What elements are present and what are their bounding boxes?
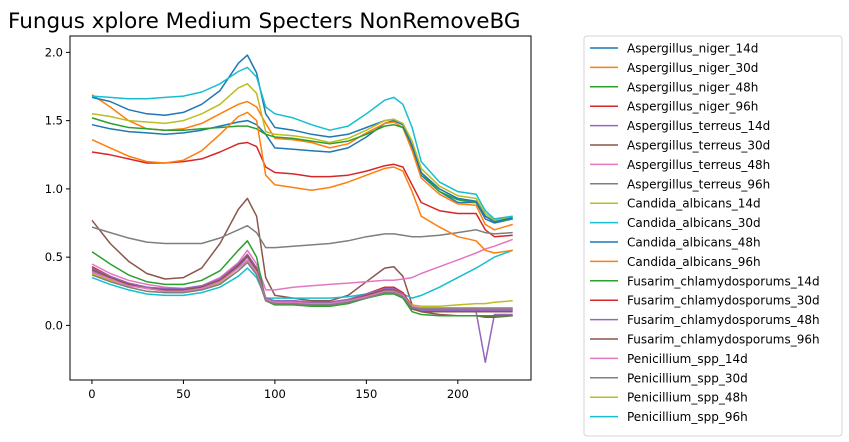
- series-line-3: [91, 141, 513, 238]
- series-line-10: [91, 54, 513, 223]
- series-line-0: [91, 119, 513, 224]
- series-line-2: [91, 117, 513, 223]
- legend-label-6: Aspergillus_terreus_48h: [627, 158, 770, 172]
- legend-label-12: Fusarim_chlamydosporums_14d: [627, 274, 820, 288]
- y-tick-label-0: 0.0: [45, 318, 63, 332]
- x-tick-label-1: 50: [176, 387, 191, 401]
- y-tick-label-2: 1.0: [45, 182, 63, 196]
- series-line-5: [91, 197, 513, 318]
- legend-label-9: Candida_albicans_30d: [627, 216, 761, 230]
- legend: Aspergillus_niger_14d Aspergillus_niger_3…: [583, 35, 843, 437]
- x-tick-label-0: 0: [88, 387, 95, 401]
- series-line-12: [91, 240, 513, 317]
- legend-frame: [583, 35, 843, 437]
- series-line-9: [91, 249, 513, 299]
- legend-label-4: Aspergillus_terreus_14d: [627, 119, 770, 133]
- x-tick-label-2: 100: [264, 387, 286, 401]
- legend-label-15: Fusarim_chlamydosporums_96h: [627, 333, 820, 347]
- legend-label-2: Aspergillus_niger_48h: [627, 80, 758, 94]
- series-line-18: [91, 83, 513, 222]
- legend-label-14: Fusarim_chlamydosporums_48h: [627, 313, 820, 327]
- legend-label-5: Aspergillus_terreus_30d: [627, 139, 770, 153]
- series-line-16: [91, 259, 513, 309]
- series-line-11: [91, 111, 513, 254]
- legend-label-17: Penicillium_spp_30d: [627, 371, 748, 385]
- series-line-1: [91, 94, 513, 231]
- legend-label-1: Aspergillus_niger_30d: [627, 61, 758, 75]
- y-axis-ticks: 0.0 0.5 1.0 1.5 2.0: [45, 45, 70, 332]
- x-tick-label-3: 150: [355, 387, 377, 401]
- legend-label-7: Aspergillus_terreus_96h: [627, 177, 770, 191]
- legend-label-3: Aspergillus_niger_96h: [627, 100, 758, 114]
- x-axis-ticks: 0 50 100 150 200: [88, 380, 469, 401]
- legend-label-13: Fusarim_chlamydosporums_30d: [627, 294, 820, 308]
- series-line-14: [91, 253, 513, 312]
- legend-label-16: Penicillium_spp_14d: [627, 352, 748, 366]
- plot-frame: [69, 35, 532, 381]
- legend-label-18: Penicillium_spp_48h: [627, 391, 748, 405]
- series-line-19: [91, 66, 513, 220]
- series-line-7: [91, 224, 513, 249]
- y-tick-label-3: 1.5: [45, 114, 63, 128]
- legend-label-11: Candida_albicans_96h: [627, 255, 761, 269]
- y-tick-label-4: 2.0: [45, 45, 63, 59]
- chart-title: Fungus xplore Medium Specters NonRemoveB…: [8, 9, 521, 34]
- legend-label-0: Aspergillus_niger_14d: [627, 42, 758, 56]
- x-tick-label-4: 200: [447, 387, 469, 401]
- plot-lines: [91, 54, 513, 364]
- legend-label-8: Candida_albicans_14d: [627, 197, 761, 211]
- y-tick-label-1: 0.5: [45, 250, 63, 264]
- series-line-17: [91, 261, 513, 310]
- legend-label-10: Candida_albicans_48h: [627, 236, 761, 250]
- legend-label-19: Penicillium_spp_96h: [627, 410, 748, 424]
